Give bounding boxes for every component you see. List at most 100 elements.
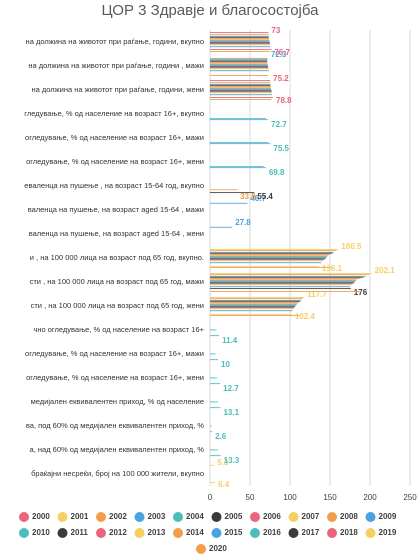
bar [210,296,305,298]
data-label: 75.5 [273,144,289,153]
bar [210,41,270,43]
bar [210,118,266,120]
data-label: 46.7 [250,194,266,203]
x-tick-label: 100 [283,493,297,502]
legend-label: 2003 [148,512,166,521]
bar [210,66,269,68]
legend-label: 2019 [379,528,397,537]
legend-label: 2011 [71,528,89,537]
data-label: 2.6 [215,432,227,441]
bar [210,297,303,299]
data-label: 10 [221,360,230,369]
bar [210,284,352,286]
data-label: 117.7 [307,290,327,299]
bar [210,59,268,61]
legend-label: 2005 [225,512,243,521]
bar [210,119,269,121]
bar [210,202,248,204]
x-tick-label: 0 [208,493,213,502]
bar [210,58,268,60]
legend-marker [365,528,376,538]
bar [210,282,354,284]
legend-marker [57,528,68,538]
data-label: 136.1 [322,264,343,273]
x-tick-label: 150 [323,493,337,502]
bar [210,43,270,45]
chart-title: ЦОР 3 Здравје и благосостојба [102,2,320,19]
legend-marker [134,512,145,522]
bar [210,258,326,260]
legend-label: 2020 [209,544,227,553]
bar [210,266,319,267]
bar [210,425,212,427]
bar [210,90,272,92]
data-label: 176 [354,288,368,297]
bar [210,99,272,100]
data-label: 33.9 [240,192,256,201]
legend-marker [327,512,337,522]
legend-marker [250,512,260,522]
bar [210,39,270,41]
bar [210,37,269,39]
bar [210,85,271,87]
data-label: 102.4 [295,312,316,321]
bar [210,329,217,331]
legend-label: 2000 [32,512,50,521]
bar [210,383,221,385]
bar [210,273,370,275]
data-label: 160.5 [341,242,362,251]
bar [210,275,366,277]
legend-marker [19,512,29,522]
data-label: 72.7 [271,120,287,129]
data-label: 11.4 [222,336,238,345]
bar [210,279,357,281]
category-label: валенца на пушење, на возраст aged 15-64… [29,229,204,238]
bar [210,32,269,33]
legend-label: 2001 [71,512,89,521]
bar [210,142,269,144]
category-label: огледување, % од население на возраст 16… [25,349,204,358]
bar [210,301,299,303]
legend-marker [57,512,68,522]
category-label: браќајни несреќи, број на 100 000 жители… [31,469,204,478]
bar [210,353,216,355]
category-label: и , на 100 000 лица на возраст под 65 го… [30,253,204,262]
bar [210,305,296,307]
data-label: 55.4 [257,192,273,201]
bar [210,64,268,66]
bar [210,455,221,457]
bar [210,315,300,316]
category-label: на должина на животот при раѓање, години… [26,37,204,46]
category-label: еваленца на пушење , на возраст 15-64 го… [24,181,204,190]
bar [210,303,298,305]
legend-marker [173,528,183,538]
bar [210,291,362,292]
bar [210,166,264,168]
bar [210,306,295,308]
category-label: на должина на животот при раѓање, години… [28,61,204,70]
legend-label: 2015 [225,528,243,537]
category-label: на должина на животот при раѓање, години… [32,85,205,94]
legend-marker [250,528,260,538]
legend-marker [288,528,299,538]
data-label: 78.8 [276,96,292,105]
data-label: 13.3 [224,456,240,465]
category-label: медијален еквивалентен приход, % од насе… [31,397,204,406]
legend-marker [173,512,183,522]
bar [210,281,355,283]
bar [210,167,266,169]
bar [210,88,272,90]
bar [210,46,271,48]
data-label: 5.3 [217,458,229,467]
bar [210,314,292,315]
bar [210,259,324,261]
bar [210,288,351,290]
bar [210,143,271,145]
bar [210,272,372,274]
bar [210,44,271,46]
bar [210,192,255,194]
bar [210,57,268,59]
bar [210,310,293,312]
bar [210,70,269,72]
